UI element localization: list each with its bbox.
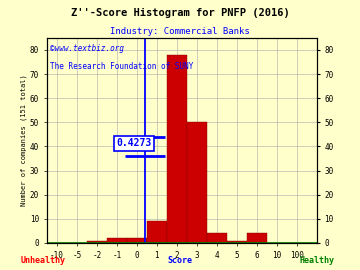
Bar [107,238,127,243]
Bar [247,233,267,243]
Bar [207,233,227,243]
Y-axis label: Number of companies (151 total): Number of companies (151 total) [21,75,27,206]
Text: The Research Foundation of SUNY: The Research Foundation of SUNY [50,62,193,72]
Bar [127,238,147,243]
Bar [187,122,207,243]
Bar [227,241,247,243]
Text: Z''-Score Histogram for PNFP (2016): Z''-Score Histogram for PNFP (2016) [71,8,289,18]
Text: Healthy: Healthy [299,256,334,265]
Text: ©www.textbiz.org: ©www.textbiz.org [50,44,123,53]
Bar [147,221,167,243]
Bar [87,241,107,243]
Text: Industry: Commercial Banks: Industry: Commercial Banks [110,27,250,36]
Text: 0.4273: 0.4273 [117,139,152,148]
Text: Score: Score [167,256,193,265]
Bar [167,55,187,243]
Text: Unhealthy: Unhealthy [21,256,66,265]
